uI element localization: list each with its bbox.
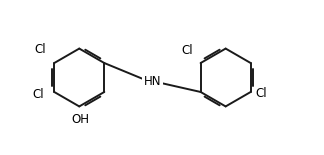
Text: Cl: Cl [35, 43, 46, 56]
Text: HN: HN [144, 75, 161, 88]
Text: OH: OH [71, 113, 89, 126]
Text: Cl: Cl [181, 44, 193, 57]
Text: Cl: Cl [33, 88, 44, 101]
Text: Cl: Cl [256, 87, 267, 100]
